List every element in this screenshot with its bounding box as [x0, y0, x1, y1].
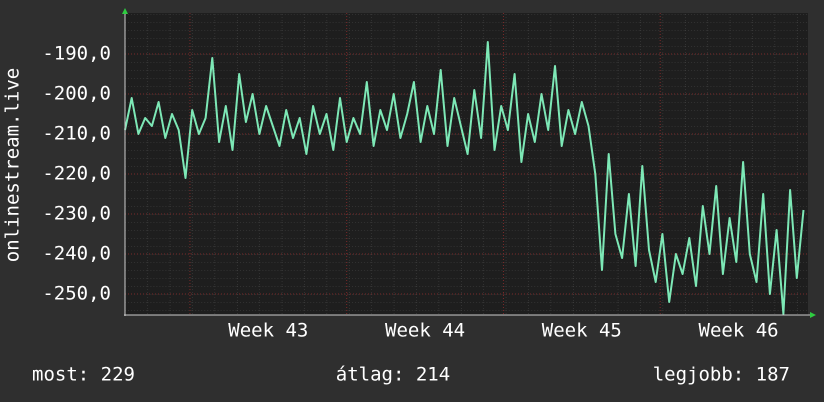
y-tick-label: -190,0 — [42, 43, 111, 65]
y-axis-label: onlinestream.live — [2, 68, 24, 262]
y-tick-label: -220,0 — [42, 163, 111, 185]
y-tick-label: -200,0 — [42, 83, 111, 105]
y-tick-label: -230,0 — [42, 203, 111, 225]
footer-best: legjobb: 187 — [653, 364, 790, 386]
x-tick-label: Week 46 — [699, 320, 779, 342]
y-tick-label: -250,0 — [42, 283, 111, 305]
y-tick-label: -240,0 — [42, 243, 111, 265]
x-tick-label: Week 44 — [385, 320, 465, 342]
minor-grid — [125, 13, 808, 315]
footer-current: most: 229 — [32, 364, 135, 386]
series-line — [124, 41, 805, 315]
x-tick-label: Week 45 — [542, 320, 622, 342]
axis-arrow — [810, 312, 816, 318]
y-tick-label: -210,0 — [42, 123, 111, 145]
x-tick-label: Week 43 — [228, 320, 308, 342]
axis-arrow — [122, 8, 128, 14]
footer-average: átlag: 214 — [336, 364, 450, 386]
